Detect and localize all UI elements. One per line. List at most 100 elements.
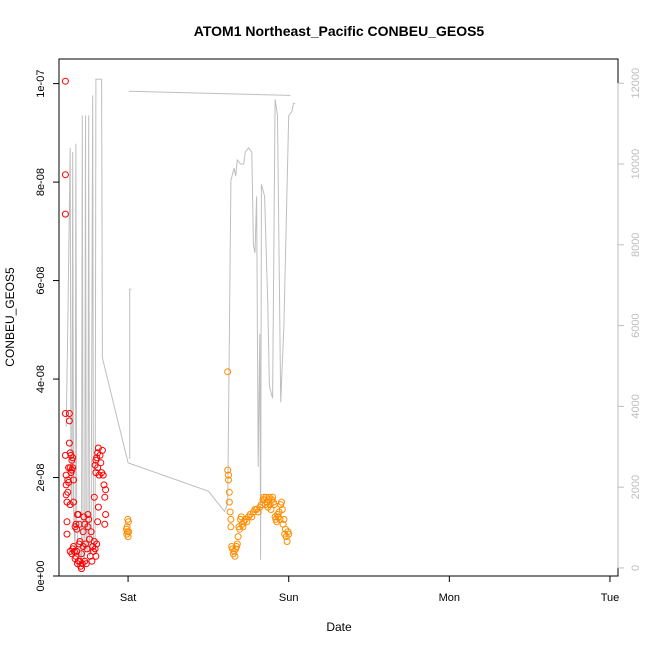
series-2-point-25 [234, 533, 242, 541]
series-2-point-34 [243, 518, 251, 526]
series-2-point-24 [233, 540, 241, 548]
series-2-point-74 [283, 538, 291, 545]
series-2-point-2 [123, 523, 131, 531]
series-1-point-33 [70, 547, 78, 555]
x-tick-label-mon: Mon [439, 592, 460, 604]
series-1-point-38 [74, 511, 82, 518]
series-2-point-9 [224, 466, 232, 474]
series-1-point-35 [72, 520, 80, 528]
series-1-point-79 [97, 459, 105, 467]
series-1-point-57 [82, 540, 89, 548]
series-1-point-58 [82, 560, 90, 568]
series-1-point-88 [94, 503, 102, 511]
series-1-point-87 [101, 520, 109, 528]
y2-tick-label-2: 4000 [630, 394, 642, 418]
x-axis-label: Date [326, 620, 352, 634]
series-1-point-15 [65, 410, 73, 417]
y-axis-label: CONBEU_GEOS5 [3, 267, 17, 367]
series-2-point-56 [269, 493, 277, 501]
altitude-line-segment-0 [128, 90, 291, 96]
series-2-point-16 [227, 523, 235, 531]
series-1-point-89 [94, 518, 102, 526]
y2-tick-label-4: 8000 [630, 233, 642, 257]
y2-tick-label-5: 10000 [630, 149, 642, 180]
x-tick-label-tue: Tue [601, 592, 620, 604]
series-1-point-32 [70, 543, 77, 550]
altitude-line-layer [65, 78, 296, 560]
series-1-point-3 [61, 410, 69, 417]
series-2-point-68 [278, 506, 286, 513]
series-2-point-8 [224, 368, 232, 376]
series-2-point-43 [257, 501, 265, 509]
series-1-point-25 [69, 464, 77, 472]
series-1-point-17 [65, 439, 73, 447]
series-2-point-70 [280, 515, 288, 523]
series-2-point-21 [231, 552, 239, 560]
chart-title: ATOM1 Northeast_Pacific CONBEU_GEOS5 [194, 23, 485, 39]
series-2-point-67 [278, 498, 285, 506]
series-2-point-5 [124, 533, 132, 541]
series-2-point-76 [285, 530, 293, 538]
series-2-point-7 [125, 528, 133, 536]
series-2-point-14 [226, 508, 234, 516]
series-1-point-0 [61, 77, 69, 85]
series-1-point-83 [100, 481, 108, 489]
series-1-point-49 [78, 565, 85, 573]
y2-tick-label-1: 2000 [630, 475, 642, 499]
series-1-point-26 [70, 476, 77, 484]
series-1-point-2 [61, 210, 69, 218]
series-1-point-85 [102, 486, 110, 494]
series-1-point-92 [91, 545, 99, 553]
y-tick-label-0: 0e+00 [35, 561, 47, 592]
series-2-point-65 [276, 515, 284, 523]
series-1-point-28 [66, 501, 74, 509]
x-axis: Sat Sun Mon Tue [120, 575, 620, 604]
series-1-point-16 [65, 417, 73, 425]
series-1-point-9 [63, 518, 71, 526]
y-tick-label-3: 6e-08 [35, 267, 47, 295]
series-1-point-59 [83, 545, 91, 553]
series-1-point-50 [78, 550, 85, 558]
series-1-point-91 [92, 552, 100, 560]
series-2-point-37 [248, 513, 256, 521]
series-2-point-41 [254, 508, 262, 516]
y2-tick-label-0: 0 [630, 565, 642, 571]
y-axis-left: 0e+00 2e-08 4e-08 6e-08 8e-08 1e-07 [35, 70, 60, 592]
data-points-layer [61, 77, 293, 573]
y-tick-label-4: 8e-08 [35, 168, 47, 196]
series-1-point-24 [69, 454, 77, 462]
plot-area-border [58, 58, 619, 577]
series-2-point-54 [267, 506, 275, 513]
series-1-point-65 [87, 528, 95, 536]
x-tick-label-sat: Sat [120, 592, 137, 604]
series-1-point-81 [98, 446, 106, 454]
series-1-point-69 [90, 493, 98, 501]
series-2-point-10 [225, 471, 232, 479]
series-1-point-84 [101, 493, 109, 501]
y-tick-label-5: 1e-07 [35, 70, 47, 98]
series-2-point-6 [124, 518, 132, 526]
series-1-point-60 [84, 523, 92, 531]
y-tick-label-2: 4e-08 [35, 365, 47, 393]
series-2-point-12 [225, 488, 233, 496]
series-1-point-53 [79, 528, 87, 536]
series-1-point-93 [90, 538, 98, 545]
series-1-point-47 [76, 538, 84, 545]
series-1-point-66 [88, 557, 96, 565]
series-1-point-86 [102, 511, 110, 518]
series-1-point-75 [94, 464, 102, 472]
y-axis-right: 0 2000 4000 6000 8000 10000 12000 [617, 68, 642, 571]
y2-tick-label-6: 12000 [630, 68, 642, 99]
altitude-line-segment-1 [129, 288, 132, 459]
altitude-line [65, 78, 296, 560]
series-1-point-82 [99, 471, 107, 479]
y-tick-label-1: 2e-08 [35, 463, 47, 491]
x-tick-label-sun: Sun [279, 592, 299, 604]
series-1-point-61 [84, 511, 92, 518]
series-2-point-31 [239, 523, 247, 531]
series-2-point-15 [227, 515, 235, 523]
series-1-point-12 [64, 488, 72, 496]
series-1-point-62 [85, 515, 93, 523]
series-1-point-10 [63, 530, 71, 538]
